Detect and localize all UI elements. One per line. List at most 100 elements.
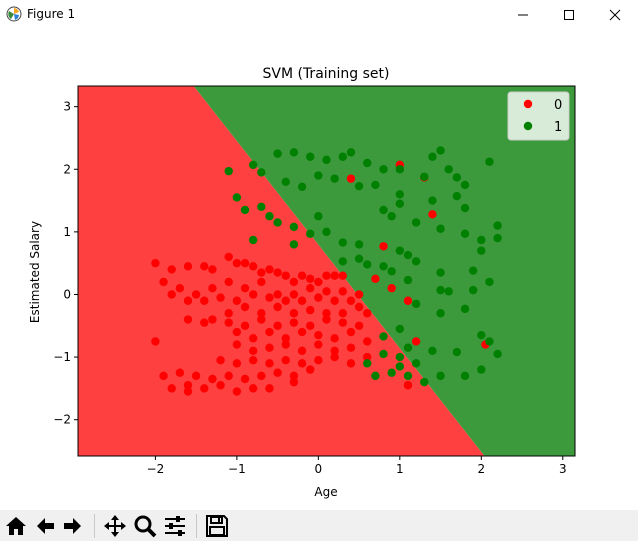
class-0-point [257, 268, 266, 277]
class-0-point [403, 381, 413, 390]
class-0-point [289, 377, 299, 387]
class-1-point [485, 277, 494, 287]
class-1-point [428, 152, 437, 161]
class-0-point [338, 318, 347, 327]
class-1-point [387, 368, 396, 377]
class-1-point [297, 182, 307, 191]
class-1-point [411, 257, 421, 266]
save-icon [206, 515, 228, 537]
class-0-point [208, 374, 217, 384]
class-0-point [314, 356, 323, 365]
class-1-point [322, 155, 331, 165]
class-1-point [363, 260, 372, 269]
class-1-point [379, 262, 388, 271]
class-0-point [240, 302, 250, 312]
class-0-point [281, 340, 290, 349]
class-1-point [436, 268, 445, 277]
class-0-point [338, 271, 347, 280]
forward-icon [64, 518, 81, 534]
legend-label: 1 [554, 120, 562, 135]
x-tick-label: 3 [559, 462, 567, 476]
class-1-point [379, 205, 388, 215]
class-1-point [420, 172, 429, 181]
class-1-point [477, 246, 486, 255]
class-0-point [281, 334, 290, 343]
x-tick-label: −2 [147, 462, 165, 476]
class-1-point [436, 224, 445, 233]
pan-button[interactable] [102, 513, 128, 539]
pan-icon [104, 515, 126, 537]
class-1-point [428, 346, 437, 356]
y-tick-label: 1 [63, 225, 71, 239]
class-1-point [289, 148, 299, 157]
class-0-point [330, 346, 339, 356]
class-0-point [175, 284, 185, 293]
class-0-point [159, 277, 168, 287]
class-1-point [436, 146, 445, 155]
axes-frame [77, 85, 576, 457]
class-0-point [159, 371, 168, 381]
class-0-point [411, 337, 421, 346]
class-0-point [346, 359, 356, 368]
maximize-button[interactable] [546, 0, 592, 30]
class-1-point [468, 266, 478, 275]
class-1-point [403, 371, 413, 381]
home-button[interactable] [3, 513, 29, 539]
class-1-point [248, 235, 258, 245]
class-1-point [468, 285, 478, 295]
class-0-point [338, 287, 347, 296]
class-0-point [289, 277, 299, 287]
class-1-point [354, 181, 364, 191]
back-button[interactable] [32, 513, 58, 539]
close-button[interactable] [592, 0, 638, 30]
configure-subplots-icon [165, 516, 185, 536]
class-1-point [314, 171, 323, 180]
class-0-point [257, 315, 266, 324]
class-0-point [265, 265, 274, 274]
class-0-point [322, 309, 331, 318]
class-1-point [224, 166, 233, 176]
class-0-point [183, 381, 193, 390]
class-0-point [208, 284, 217, 293]
class-1-point [387, 212, 396, 221]
zoom-button[interactable] [132, 513, 158, 539]
legend-label: 0 [554, 98, 562, 113]
class-0-point [257, 371, 266, 381]
class-0-point [208, 315, 217, 324]
class-0-point [346, 343, 356, 352]
configure-subplots-button[interactable] [162, 513, 188, 539]
class-0-point [306, 365, 315, 374]
class-0-point [257, 309, 266, 318]
maximize-icon [564, 10, 574, 20]
class-1-point [338, 152, 347, 161]
class-1-point [477, 365, 486, 374]
class-0-point [191, 371, 201, 381]
class-0-point [297, 327, 307, 337]
class-0-point [281, 356, 290, 365]
class-0-point [200, 296, 209, 305]
class-1-point [485, 157, 494, 166]
forward-button[interactable] [60, 513, 86, 539]
class-1-point [460, 304, 470, 314]
class-1-point [420, 377, 429, 387]
class-1-point [460, 371, 470, 381]
class-1-point [371, 371, 380, 381]
class-0-point [240, 284, 250, 293]
class-1-point [232, 193, 242, 202]
class-1-point [354, 240, 364, 249]
save-button[interactable] [204, 513, 230, 539]
class-1-point [322, 227, 331, 237]
class-0-point [208, 265, 217, 274]
class-0-point [314, 340, 323, 349]
class-1-point [379, 349, 388, 359]
class-0-point [200, 318, 209, 327]
class-0-point [281, 271, 290, 280]
class-1-point [411, 299, 421, 309]
class-1-point [493, 221, 502, 230]
minimize-button[interactable] [500, 0, 546, 30]
class-0-point [371, 274, 380, 284]
class-1-point [387, 267, 396, 276]
class-1-point [354, 254, 364, 263]
